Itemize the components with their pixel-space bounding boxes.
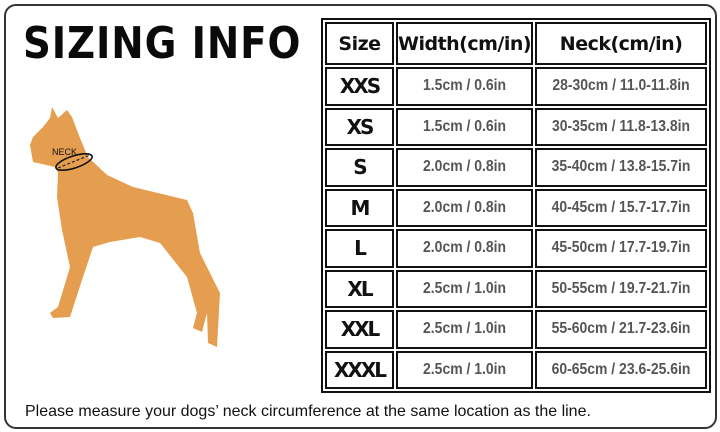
width-cell: 2.5cm / 1.0in — [396, 310, 534, 349]
size-cell: L — [325, 229, 394, 268]
header-size: Size — [325, 22, 394, 65]
size-cell-text: L — [354, 236, 367, 261]
neck-cell-text: 40-45cm / 15.7-17.7in — [551, 198, 691, 216]
size-table: Size Width(cm/in) Neck(cm/in) XXS 1.5cm /… — [321, 18, 712, 393]
size-cell: XXXL — [325, 350, 394, 389]
neck-cell-text: 28-30cm / 11.0-11.8in — [552, 77, 690, 95]
size-cell-text: XXXL — [333, 357, 387, 382]
width-cell-text: 2.5cm / 1.0in — [423, 320, 507, 338]
table-row: S 2.0cm / 0.8in 35-40cm / 13.8-15.7in — [325, 148, 708, 187]
width-cell: 1.5cm / 0.6in — [396, 107, 534, 146]
neck-cell: 35-40cm / 13.8-15.7in — [535, 148, 708, 187]
size-cell-text: XXL — [340, 317, 381, 342]
measurement-note: Please measure your dogs’ neck circumfer… — [25, 403, 591, 420]
neck-cell: 40-45cm / 15.7-17.7in — [535, 188, 708, 227]
dog-body — [30, 107, 220, 347]
size-cell: M — [325, 188, 394, 227]
neck-cell: 28-30cm / 11.0-11.8in — [535, 67, 708, 106]
neck-cell-text: 45-50cm / 17.7-19.7in — [551, 239, 691, 257]
width-cell: 2.0cm / 0.8in — [396, 229, 534, 268]
width-cell-text: 1.5cm / 0.6in — [423, 117, 507, 135]
size-cell: XXS — [325, 67, 394, 106]
neck-dashed-line — [57, 154, 91, 169]
size-cell-text: M — [350, 195, 371, 220]
header-neck: Neck(cm/in) — [535, 22, 708, 65]
neck-cell-text: 60-65cm / 23.6-25.6in — [551, 360, 691, 378]
width-cell-text: 2.0cm / 0.8in — [423, 239, 507, 257]
size-cell-text: XL — [347, 276, 373, 301]
size-cell-text: XXS — [339, 74, 381, 99]
header-width: Width(cm/in) — [396, 22, 534, 65]
size-cell: XL — [325, 269, 394, 308]
neck-line — [55, 153, 93, 171]
table-row: XL 2.5cm / 1.0in 50-55cm / 19.7-21.7in — [325, 269, 708, 308]
width-cell: 2.5cm / 1.0in — [396, 269, 534, 308]
size-cell: XXL — [325, 310, 394, 349]
neck-cell-text: 50-55cm / 19.7-21.7in — [551, 279, 691, 297]
width-cell-text: 2.5cm / 1.0in — [423, 360, 507, 378]
table-header-row: Size Width(cm/in) Neck(cm/in) — [325, 22, 708, 65]
neck-cell: 55-60cm / 21.7-23.6in — [535, 310, 708, 349]
size-cell: S — [325, 148, 394, 187]
width-cell-text: 2.0cm / 0.8in — [423, 158, 507, 176]
neck-cell-text: 35-40cm / 13.8-15.7in — [551, 158, 691, 176]
table-row: M 2.0cm / 0.8in 40-45cm / 15.7-17.7in — [325, 188, 708, 227]
neck-cell: 30-35cm / 11.8-13.8in — [535, 107, 708, 146]
page-title: SIZING INFO — [23, 18, 302, 69]
width-cell: 1.5cm / 0.6in — [396, 67, 534, 106]
table-row: XXL 2.5cm / 1.0in 55-60cm / 21.7-23.6in — [325, 310, 708, 349]
size-cell-text: XS — [346, 114, 375, 139]
neck-cell: 60-65cm / 23.6-25.6in — [535, 350, 708, 389]
width-cell: 2.0cm / 0.8in — [396, 148, 534, 187]
width-cell: 2.5cm / 1.0in — [396, 350, 534, 389]
neck-label: NECK — [52, 147, 77, 157]
neck-cell: 45-50cm / 17.7-19.7in — [535, 229, 708, 268]
chart-frame — [4, 4, 717, 429]
table-row: XS 1.5cm / 0.6in 30-35cm / 11.8-13.8in — [325, 107, 708, 146]
neck-cell-text: 55-60cm / 21.7-23.6in — [551, 320, 691, 338]
size-cell-text: S — [353, 155, 367, 180]
table-row: XXXL 2.5cm / 1.0in 60-65cm / 23.6-25.6in — [325, 350, 708, 389]
size-cell: XS — [325, 107, 394, 146]
width-cell: 2.0cm / 0.8in — [396, 188, 534, 227]
neck-cell-text: 30-35cm / 11.8-13.8in — [552, 117, 691, 135]
table-row: L 2.0cm / 0.8in 45-50cm / 17.7-19.7in — [325, 229, 708, 268]
width-cell-text: 2.0cm / 0.8in — [423, 198, 507, 216]
width-cell-text: 2.5cm / 1.0in — [423, 279, 507, 297]
width-cell-text: 1.5cm / 0.6in — [423, 77, 507, 95]
dog-silhouette-illustration: NECK — [30, 107, 220, 347]
table-row: XXS 1.5cm / 0.6in 28-30cm / 11.0-11.8in — [325, 67, 708, 106]
neck-cell: 50-55cm / 19.7-21.7in — [535, 269, 708, 308]
